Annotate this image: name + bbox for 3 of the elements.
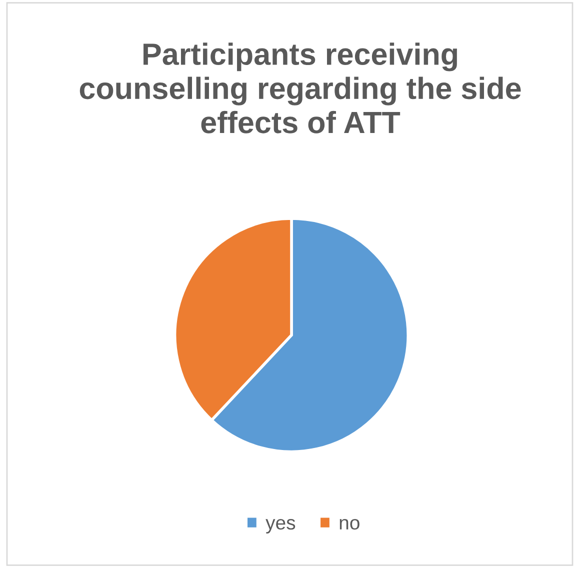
chart-title: Participants receiving counselling regarding the side effects of ATT xyxy=(80,42,521,134)
legend-label: yes xyxy=(266,518,296,534)
legend-label: no xyxy=(340,518,360,530)
